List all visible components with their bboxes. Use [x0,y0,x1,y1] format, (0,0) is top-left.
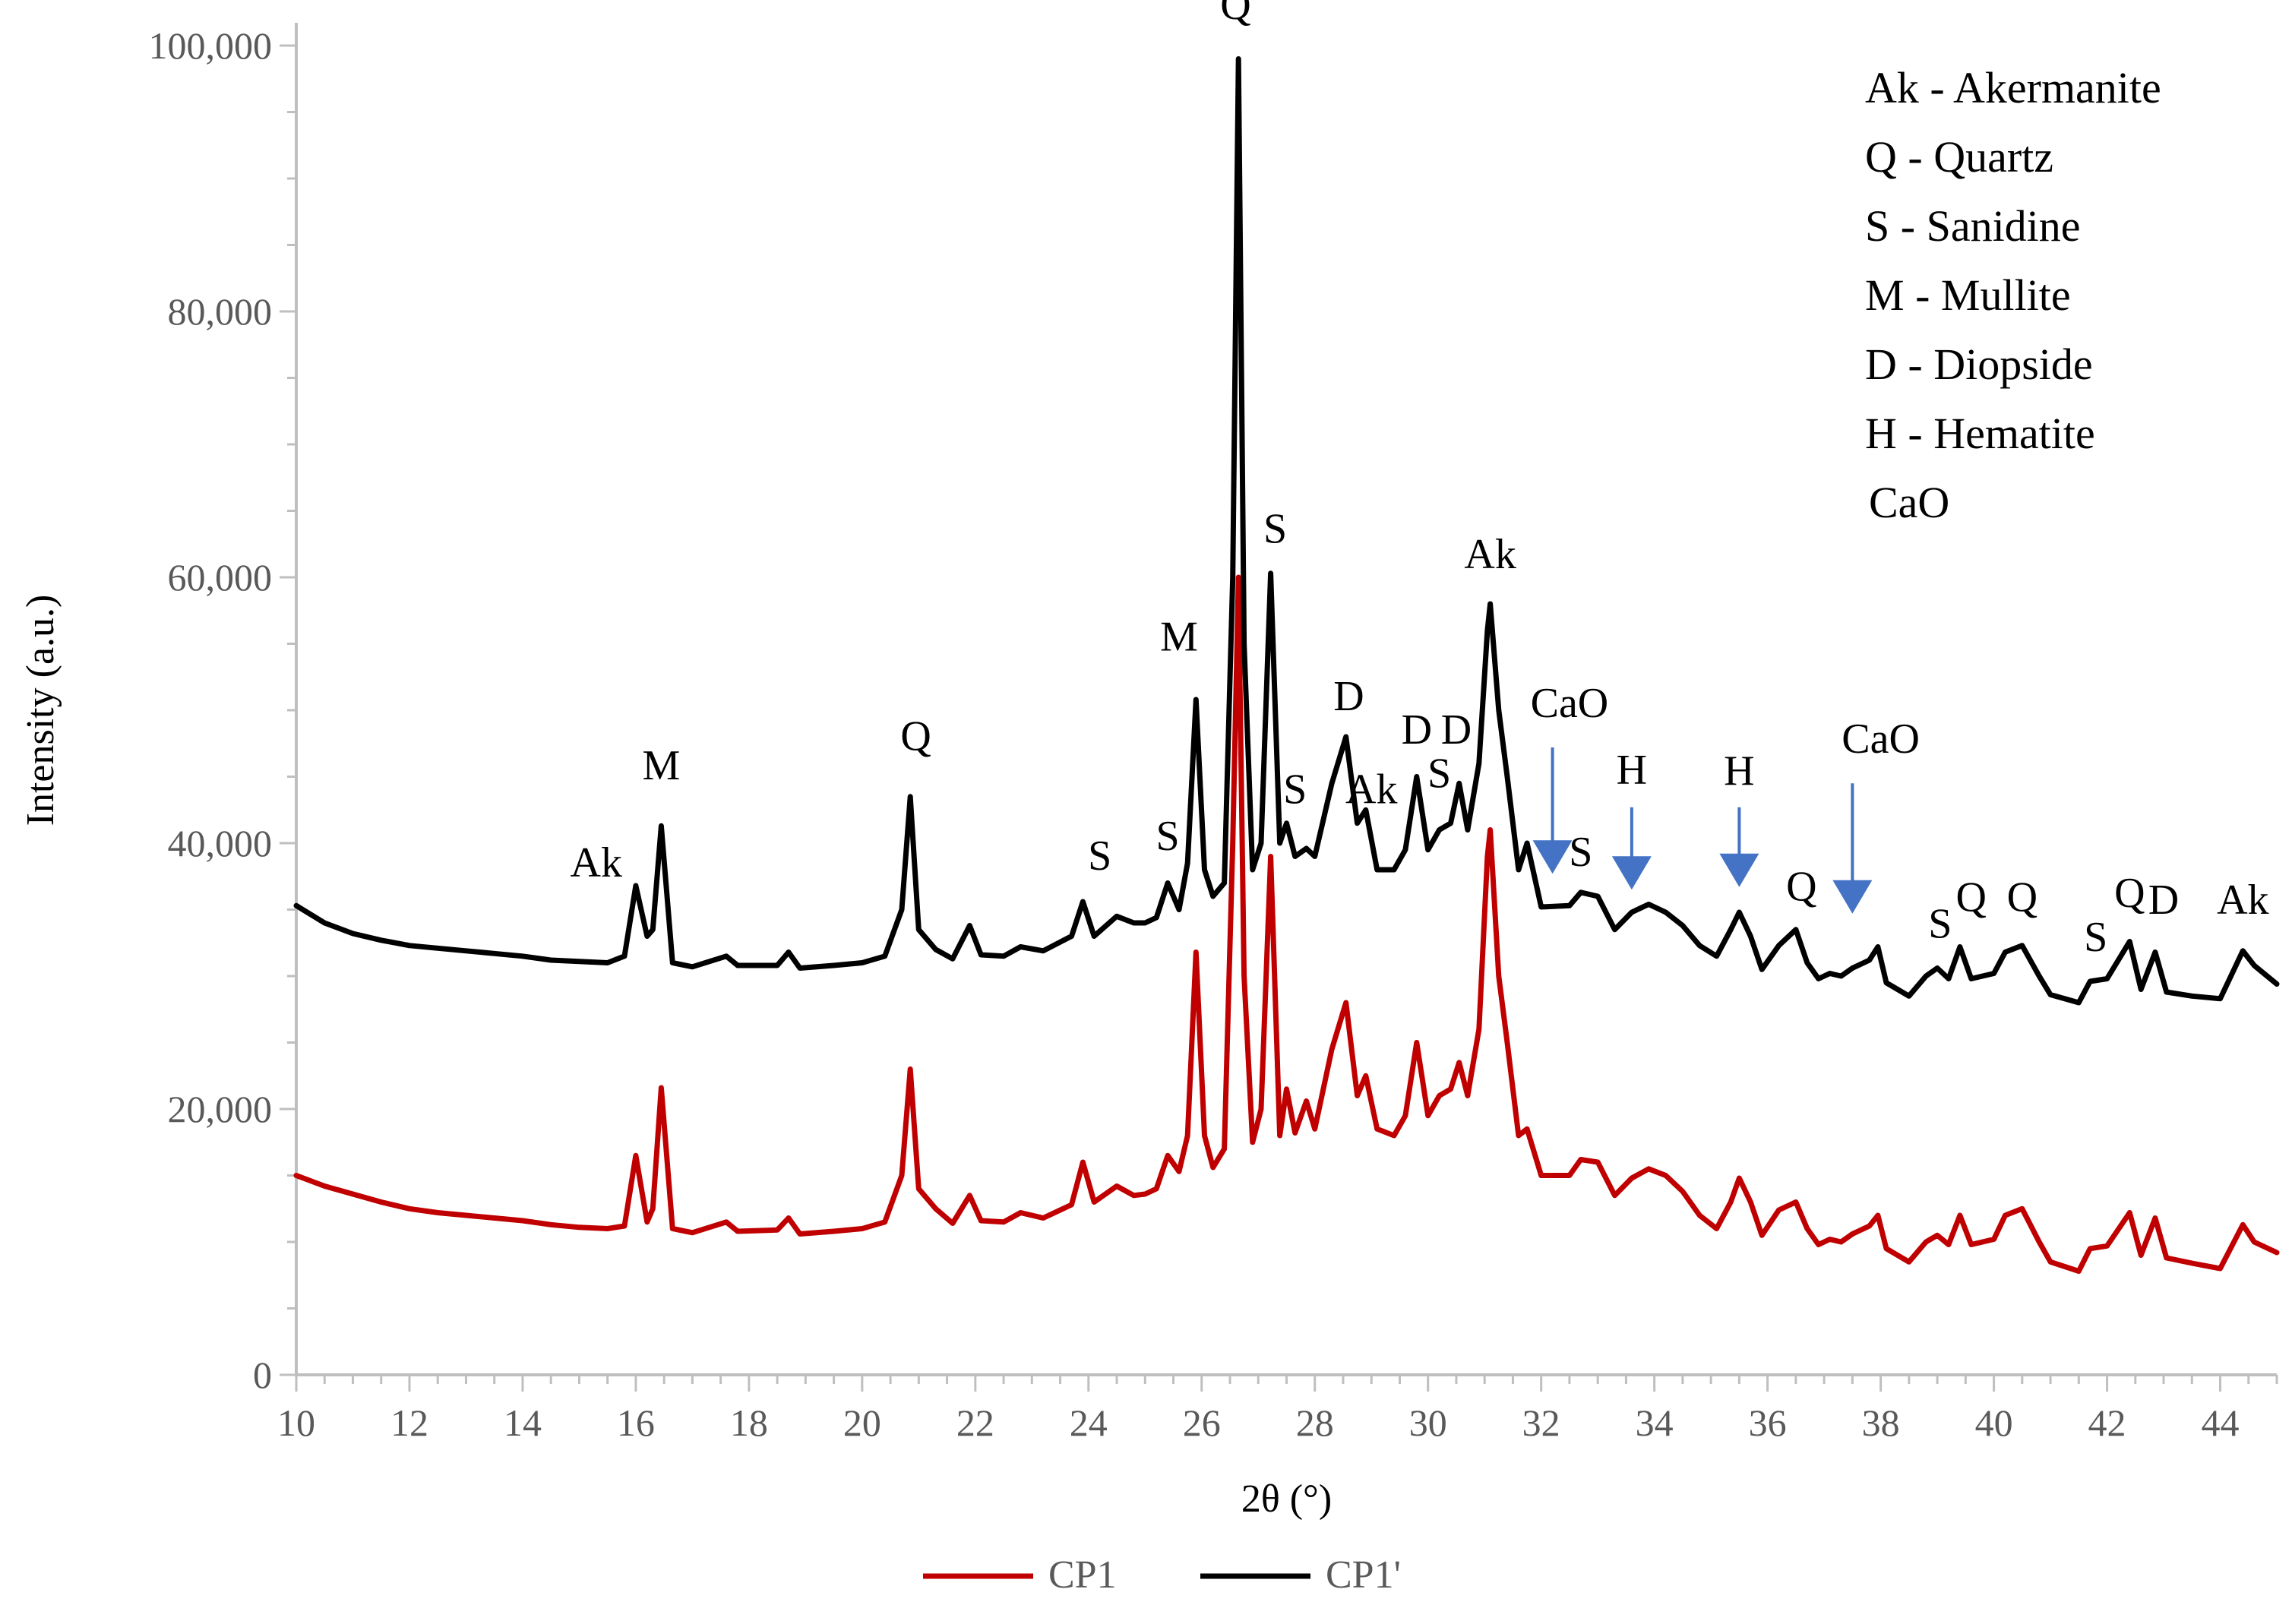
series-layer [293,56,2280,1274]
peak-label: D [1333,673,1364,720]
phase-legend-entry: Ak - Akermanite [1865,63,2161,112]
axes: 0 20,000 40,000 60,000 80,000 100,000 10 12 14 16… [149,23,2278,1444]
series-legend-label: CP1' [1326,1553,1401,1597]
peak-label: D [1441,706,1472,754]
peak-label: S [2084,914,2107,961]
x-tick-label: 18 [730,1401,768,1444]
peak-label: Q [1220,0,1250,29]
peak-label: Ak [2217,877,2268,924]
y-axis-title: Intensity (a.u.) [19,595,62,826]
peak-label: Q [2007,874,2038,921]
x-tick-label: 32 [1522,1401,1560,1444]
phase-legend-entry: H - Hematite [1865,409,2095,458]
peak-label: CaO [1531,680,1609,727]
peak-label: Q [1956,874,1987,921]
peak-label: Q [1786,863,1816,910]
x-tick-label: 28 [1296,1401,1334,1444]
phase-legend-entry: CaO [1869,478,1949,527]
x-tick-label: 10 [277,1401,315,1444]
x-tick-label: 20 [843,1401,881,1444]
series-legend: CP1 CP1' [923,1553,1401,1597]
x-tick-label: 14 [504,1401,542,1444]
peak-label: M [1160,613,1198,660]
arrow-head [1611,856,1652,890]
y-tick-label: 60,000 [168,556,273,599]
phase-legend-entry: S - Sanidine [1865,201,2081,251]
peak-label: S [1427,750,1451,798]
x-tick-label: 34 [1636,1401,1674,1444]
peak-label: D [2148,877,2179,924]
x-tick-label: 24 [1070,1401,1108,1444]
y-tick-label: 40,000 [168,822,273,864]
phase-legend-entry: D - Diopside [1865,340,2093,389]
series-legend-label: CP1 [1048,1553,1117,1597]
peak-label: H [1724,747,1754,795]
x-axis-title: 2θ (°) [1241,1477,1332,1521]
peak-label: CaO [1842,716,1920,763]
arrow-head [1832,880,1873,914]
phase-legend-entry: M - Mullite [1865,270,2071,320]
peak-label: D [1402,706,1432,754]
phase-legend-entry: Q - Quartz [1865,132,2053,182]
peak-label: H [1617,746,1647,793]
peak-label: S [1928,900,1952,947]
y-tick-label: 100,000 [149,24,273,67]
y-tick-label: 80,000 [168,290,273,333]
x-tick-label: 12 [390,1401,428,1444]
series-line-cp1 [293,574,2280,1274]
peak-label: M [643,742,681,789]
y-tick-label: 0 [253,1354,272,1396]
peak-label: S [1088,833,1111,880]
arrow-head [1532,840,1573,874]
peak-label: S [1263,506,1287,553]
peak-label: Ak [571,839,622,886]
x-tick-label: 36 [1749,1401,1787,1444]
peak-label: S [1569,829,1592,876]
peak-label: Q [900,713,931,760]
peak-arrows [1532,747,1873,914]
peak-label: S [1283,766,1307,814]
peak-label: Ak [1464,531,1516,578]
x-tick-label: 22 [956,1401,994,1444]
series-line-cp1-prime [293,56,2280,1006]
x-tick-label: 26 [1183,1401,1221,1444]
x-tick-label: 38 [1862,1401,1900,1444]
peak-label: Ak [1345,766,1397,814]
x-tick-label: 42 [2088,1401,2126,1444]
peak-label: Q [2114,870,2145,917]
x-tick-label: 40 [1975,1401,2013,1444]
peak-label: S [1156,813,1180,860]
y-tick-label: 20,000 [168,1088,273,1130]
arrow-head [1719,853,1759,887]
x-tick-label: 44 [2202,1401,2240,1444]
phase-legend: Ak - Akermanite Q - Quartz S - Sanidine M -… [1865,63,2161,527]
x-tick-label: 16 [617,1401,655,1444]
x-tick-label: 30 [1409,1401,1447,1444]
